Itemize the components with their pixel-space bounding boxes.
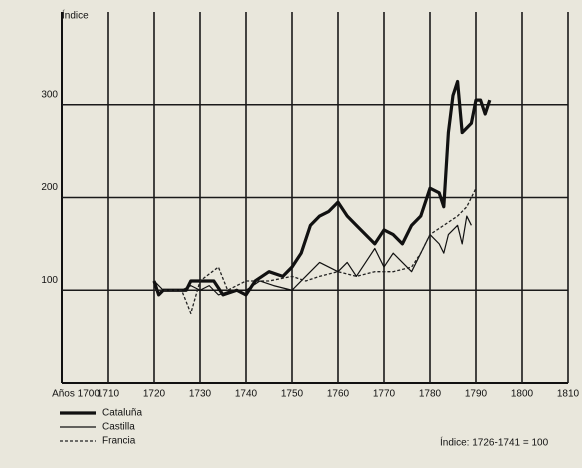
x-tick-label: 1780 bbox=[419, 389, 442, 400]
x-tick-label: 1760 bbox=[327, 389, 350, 400]
y-axis-label: Índice bbox=[62, 9, 89, 22]
legend-label: Cataluña bbox=[102, 408, 142, 419]
x-tick-label: 1810 bbox=[557, 389, 580, 400]
y-tick-label: 300 bbox=[41, 89, 58, 100]
x-tick-label: 1720 bbox=[143, 389, 166, 400]
legend-label: Francia bbox=[102, 436, 136, 447]
line-series bbox=[154, 187, 477, 315]
line-series bbox=[152, 79, 492, 297]
x-tick-label: 1800 bbox=[511, 389, 534, 400]
note: Índice: 1726-1741 = 100 bbox=[440, 436, 549, 449]
x-tick-label: 1710 bbox=[97, 389, 120, 400]
x-tick-label: 1770 bbox=[373, 389, 396, 400]
x-tick-label: 1740 bbox=[235, 389, 258, 400]
y-tick-label: 100 bbox=[41, 275, 58, 286]
x-tick-label: 1730 bbox=[189, 389, 212, 400]
y-tick-label: 200 bbox=[41, 182, 58, 193]
x-tick-label: Años 1700 bbox=[52, 389, 100, 400]
x-tick-label: 1750 bbox=[281, 389, 304, 400]
x-tick-label: 1790 bbox=[465, 389, 488, 400]
legend-label: Castilla bbox=[102, 422, 135, 433]
line-series bbox=[153, 215, 472, 296]
